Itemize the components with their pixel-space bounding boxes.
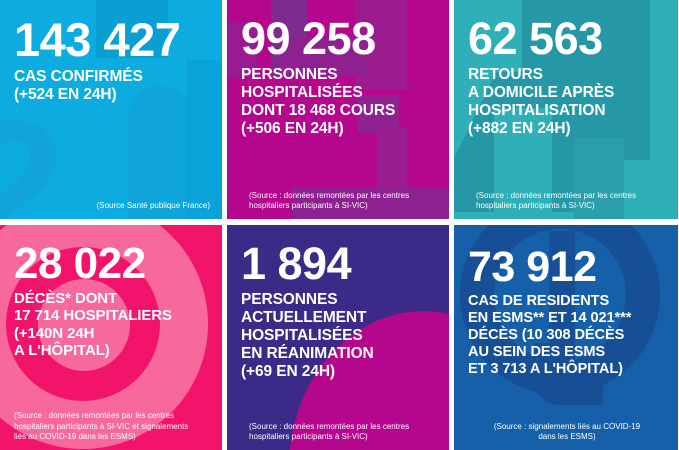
stat-label-line: (+882 EN 24H) [468,119,571,137]
stat-label-line: PERSONNES [241,65,338,83]
stat-label: DÉCÈS* DONT 17 714 HOSPITALIERS (+140N 2… [14,290,210,360]
stat-source-line: hospitaliers participants à SI-VIC) [476,200,595,210]
stat-label-line: 17 714 HOSPITALIERS [14,307,172,325]
stat-number: 28 022 [14,239,146,288]
stat-panel-hospitalized: 99 258 PERSONNES HOSPITALISÉES DONT 18 4… [227,0,449,219]
stat-panel-returns-home: 62 563 RETOURS A DOMICILE APRÈS HOSPITAL… [454,0,678,219]
stat-label-line: EN ESMS** ET 14 021*** [468,309,632,326]
stat-label-line: (+506 EN 24H) [241,119,344,137]
stat-panel-deaths: 28 022 DÉCÈS* DONT 17 714 HOSPITALIERS (… [0,225,222,450]
stat-panel-icu: 1 894 PERSONNES ACTUELLEMENT HOSPITALISÉ… [227,225,449,450]
stat-number: 1 894 [241,238,352,289]
stat-source: (Source : données remontées par les cent… [241,191,437,211]
stat-number: 73 912 [468,243,597,291]
stat-panel-esms-residents: 73 912 CAS DE RESIDENTS EN ESMS** ET 14 … [454,225,678,450]
stat-source-line: (Source : données remontées par les cent… [14,411,175,421]
stat-label-line: AU SEIN DES ESMS [468,343,606,360]
stat-label-line: HOSPITALISATION [468,101,606,119]
stat-source-line: hospitaliers participants à SI-VIC) [249,431,368,441]
stat-label-line: (+140N 24H [14,324,95,342]
stat-label: RETOURS A DOMICILE APRÈS HOSPITALISATION… [468,66,666,138]
stat-panel-confirmed-cases: 2 143 427 CAS CONFIRMÉS (+524 EN 24H) (S… [0,0,222,219]
stat-label-line: CAS DE RESIDENTS [468,292,610,309]
stat-number: 62 563 [468,13,603,64]
stat-source: (Source : signalements liés au COVID-19 … [468,422,666,442]
stat-label-line: DÉCÈS* DONT [14,289,118,307]
stat-label-line: DÉCÈS (10 308 DÉCÈS [468,326,625,343]
stat-source: (Source : données remontées par les cent… [14,411,210,442]
stat-label-line: (+69 EN 24H) [241,362,335,380]
stat-label-line: HOSPITALISÉES [241,83,363,101]
stat-label-line: ET 3 713 A L'HÔPITAL) [468,360,623,377]
stat-label: CAS CONFIRMÉS (+524 EN 24H) [14,68,210,104]
stat-label-line: ACTUELLEMENT [241,308,367,326]
stat-source: (Source : données remontées par les cent… [468,191,666,211]
stat-label-line: DONT 18 468 COURS [241,101,396,119]
stat-label-line: RETOURS [468,65,543,83]
stat-label: CAS DE RESIDENTS EN ESMS** ET 14 021*** … [468,293,666,378]
stat-label-line: PERSONNES [241,290,338,308]
stat-label: PERSONNES HOSPITALISÉES DONT 18 468 COUR… [241,66,437,138]
stat-label-line: HOSPITALISÉES [241,326,363,344]
stat-source: (Source : données remontées par les cent… [241,422,437,442]
stat-source-line: (Source : données remontées par les cent… [249,421,410,431]
stat-source-line: (Source Santé publique France) [96,200,210,210]
stat-label-line: (+524 EN 24H) [14,85,117,103]
stat-number: 143 427 [14,13,181,66]
stat-source: (Source Santé publique France) [14,201,210,211]
stat-source-line: (Source : données remontées par les cent… [249,190,410,200]
stat-source-line: (Source : données remontées par les cent… [476,190,637,200]
stat-source-line: hospitaliers participants à SI-VIC et si… [14,421,189,431]
stat-source-line: dans les ESMS) [538,431,596,441]
stat-label-line: A L'HÔPITAL) [14,341,110,359]
stat-label-line: EN RÉANIMATION [241,344,374,362]
stat-source-line: (Source : signalements liés au COVID-19 [493,421,641,431]
stat-label-line: A DOMICILE APRÈS [468,83,615,101]
stat-source-line: hospitaliers participants à SI-VIC) [249,200,368,210]
stat-label: PERSONNES ACTUELLEMENT HOSPITALISÉES EN … [241,291,437,381]
stat-source-line: liés au COVID-19 dans les ESMS) [14,431,136,441]
stat-label-line: CAS CONFIRMÉS [14,67,143,85]
stat-number: 99 258 [241,13,376,64]
